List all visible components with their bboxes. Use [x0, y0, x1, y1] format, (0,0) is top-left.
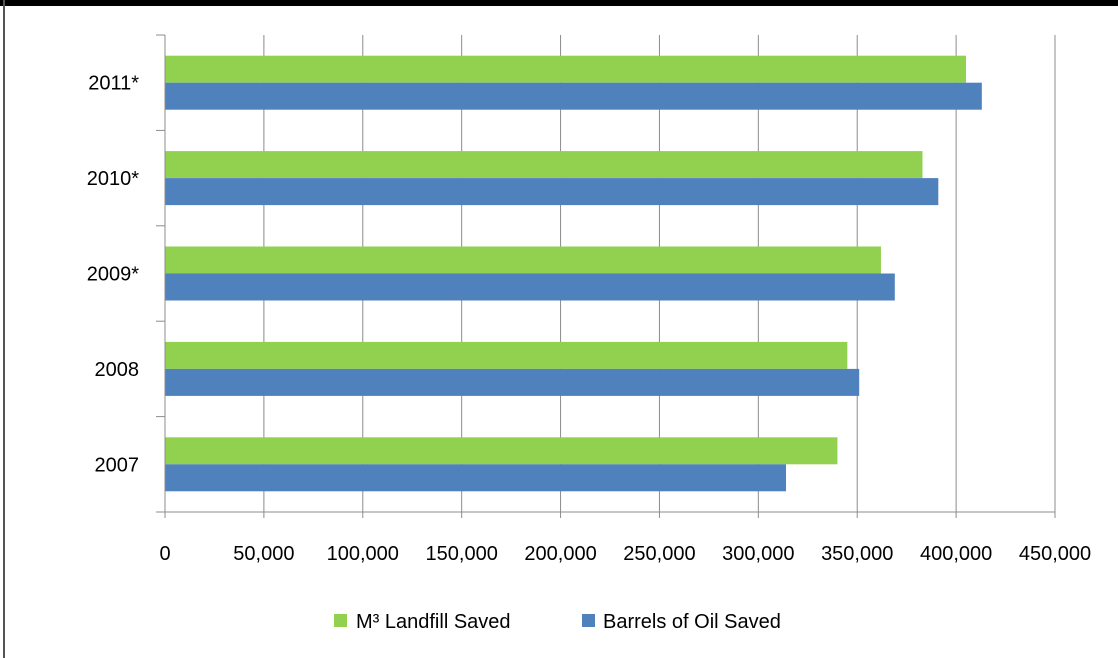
legend: M³ Landfill Saved Barrels of Oil Saved [334, 611, 781, 633]
window-top-border [0, 0, 1118, 6]
y-tick-label: 2009* [87, 264, 139, 286]
x-tick-label: 100,000 [327, 543, 399, 565]
bar-landfill-2007 [165, 437, 838, 465]
y-tick-label: 2011* [88, 73, 139, 95]
bar-oil-2007 [165, 464, 787, 492]
axes: 0 50,000 100,000 150,000 200,000 250,000 300,0… [87, 34, 1091, 565]
x-tick-label: 150,000 [426, 543, 498, 565]
bar-landfill-2009 [165, 246, 881, 274]
x-tick-label: 0 [159, 543, 170, 565]
y-tick-label: 2010* [87, 168, 139, 190]
x-tick-label: 250,000 [623, 543, 695, 565]
bar-oil-2011 [165, 82, 982, 110]
legend-label-2: Barrels of Oil Saved [603, 611, 781, 633]
x-tick-label: 50,000 [233, 543, 294, 565]
x-tick-label: 450,000 [1019, 543, 1091, 565]
bar-oil-2008 [165, 368, 860, 396]
bars [165, 55, 982, 492]
x-tick-label: 200,000 [524, 543, 596, 565]
bar-oil-2010 [165, 178, 939, 206]
bar-landfill-2008 [165, 341, 848, 369]
legend-swatch-2 [582, 614, 595, 627]
bar-landfill-2011 [165, 55, 966, 83]
bar-oil-2009 [165, 273, 895, 301]
bar-landfill-2010 [165, 151, 923, 179]
x-tick-label: 300,000 [722, 543, 794, 565]
legend-swatch-1 [334, 614, 347, 627]
window-left-border [3, 0, 5, 658]
x-tick-label: 350,000 [821, 543, 893, 565]
y-tick-label: 2008 [95, 359, 140, 381]
legend-label-1: M³ Landfill Saved [356, 611, 511, 633]
x-tick-label: 400,000 [920, 543, 992, 565]
y-tick-label: 2007 [95, 454, 140, 476]
